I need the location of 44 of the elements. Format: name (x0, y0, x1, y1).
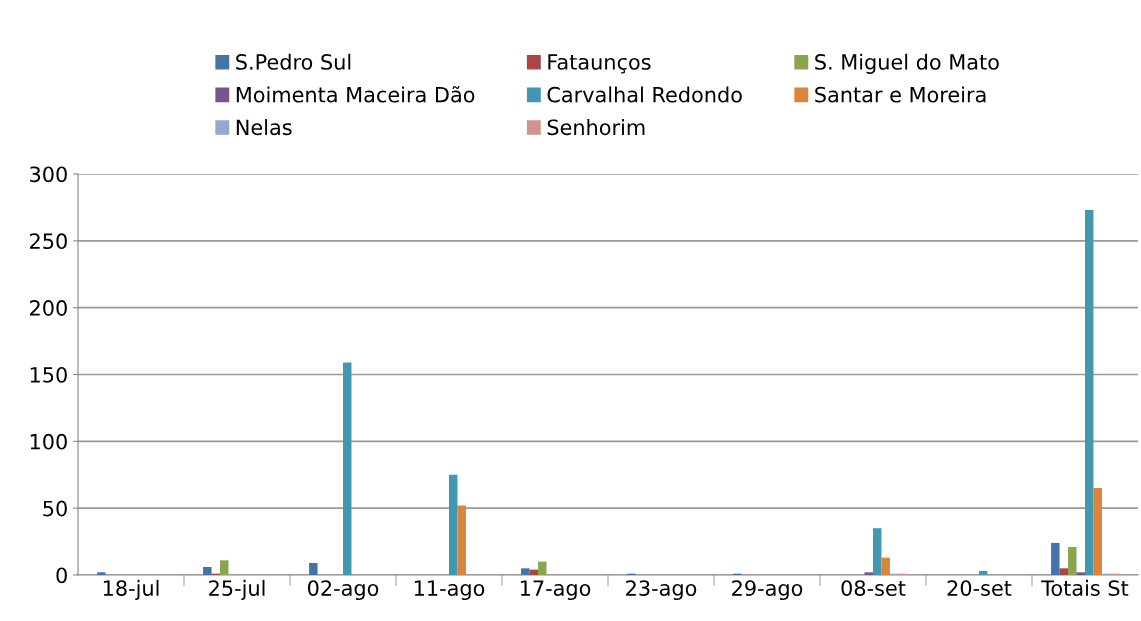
bar (1085, 210, 1094, 575)
x-tick-label: 11-ago (414, 580, 485, 601)
y-tick-label: 0 (56, 567, 67, 584)
legend-label: Senhorim (547, 119, 645, 136)
bar (343, 362, 352, 575)
bar (1059, 568, 1069, 575)
y-tick-label: 300 (30, 166, 67, 183)
bar (538, 561, 547, 575)
y-tick-label: 250 (30, 233, 67, 250)
y-tick-label: 150 (30, 366, 67, 383)
x-tick-label: 20-set (947, 580, 1012, 596)
bar (449, 474, 458, 575)
x-tick-label: 23-ago (626, 580, 697, 601)
legend-label: S.Pedro Sul (236, 53, 351, 70)
bar (881, 557, 890, 575)
bar (873, 528, 882, 575)
bar (521, 568, 530, 575)
bar (864, 572, 873, 575)
bar (203, 566, 212, 575)
legend-label: Nelas (236, 119, 292, 136)
bar (97, 572, 106, 575)
x-tick-label: 29-ago (732, 580, 803, 601)
x-tick-label: 18-jul (103, 579, 159, 601)
bar (1051, 542, 1060, 575)
x-tick-label: 08-set (841, 580, 906, 596)
legend-label: Moimenta Maceira Dão (236, 86, 475, 103)
bar (979, 570, 988, 575)
y-tick-label: 200 (30, 300, 67, 316)
y-tick-label: 100 (30, 433, 67, 450)
x-tick-label: 02-ago (307, 580, 379, 601)
legend-label: Fataunços (548, 54, 651, 74)
legend-label: S. Miguel do Mato (815, 53, 999, 74)
x-tick-label: Totais St (1041, 579, 1129, 596)
bar (220, 560, 229, 575)
bar (1068, 546, 1077, 575)
bar (1093, 488, 1102, 575)
x-tick-label: 25-jul (209, 579, 265, 601)
bar (457, 505, 466, 575)
legend-label: Santar e Moreira (815, 86, 986, 103)
y-tick-label: 50 (43, 500, 67, 517)
bar (1076, 572, 1085, 575)
legend-label: Carvalhal Redondo (547, 86, 742, 103)
x-tick-label: 17-ago (520, 580, 591, 601)
bar (309, 562, 318, 575)
